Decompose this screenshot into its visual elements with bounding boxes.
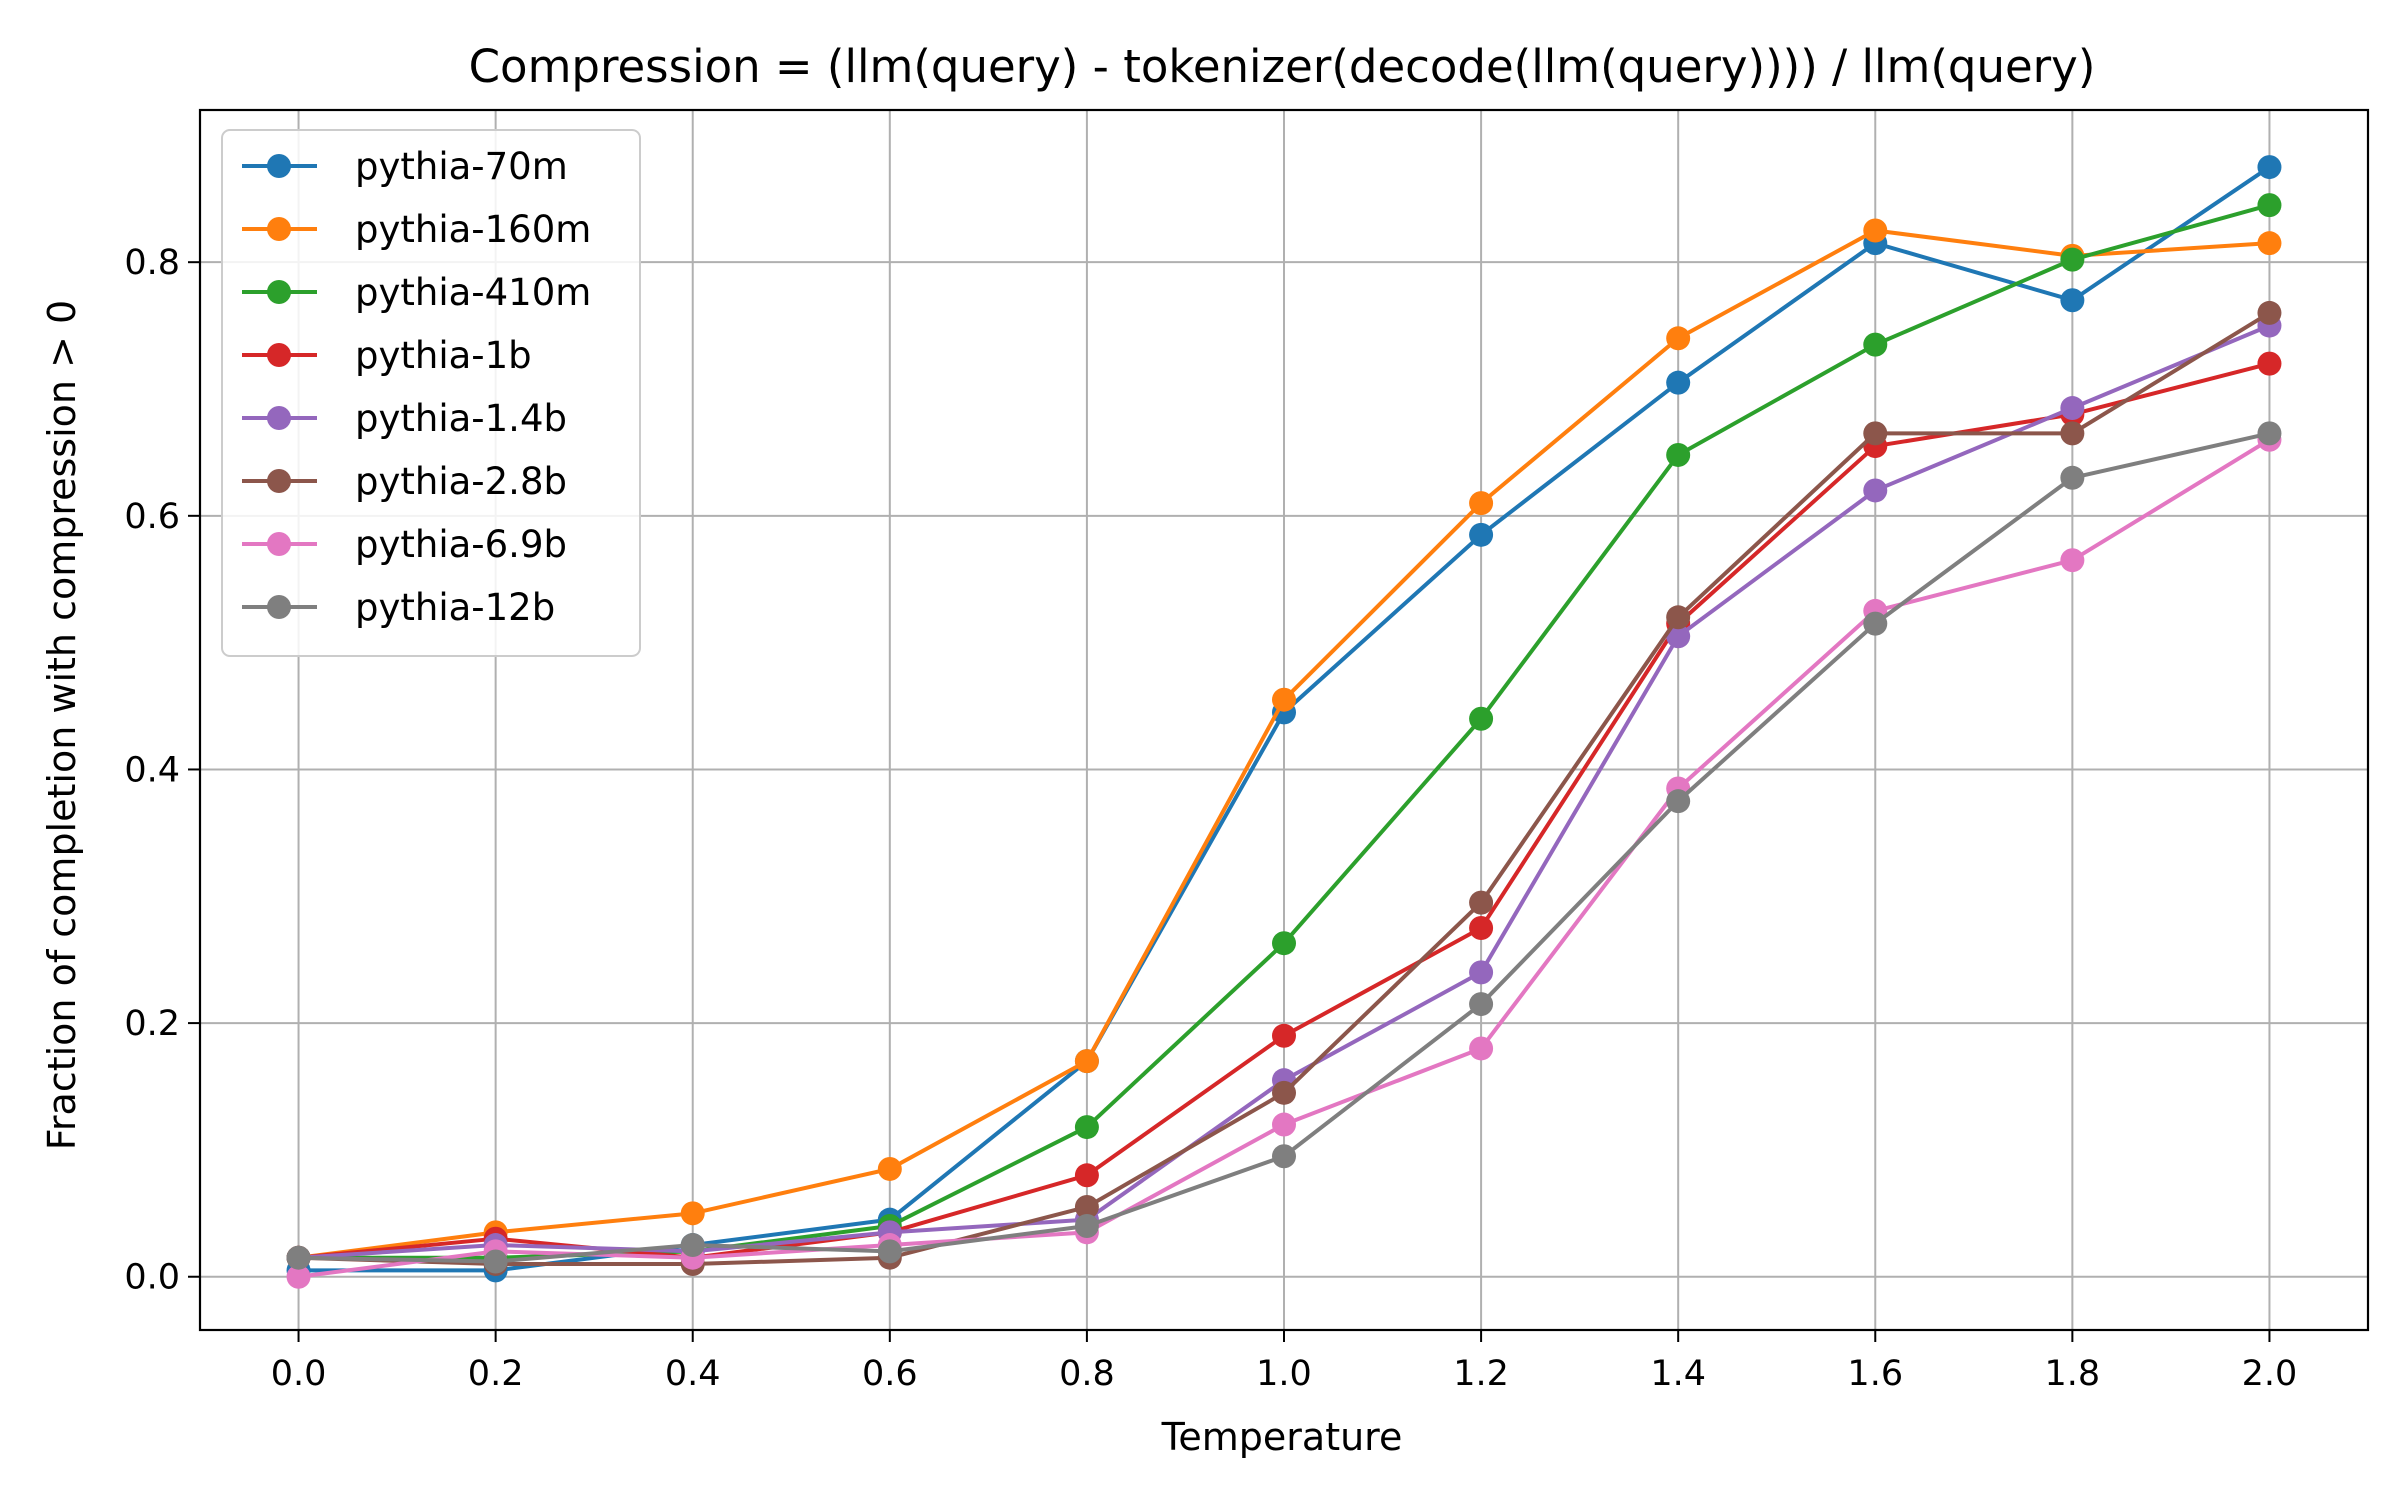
legend-label: pythia-2.8b bbox=[355, 460, 567, 503]
legend-swatch-marker bbox=[267, 217, 291, 241]
x-tick-label: 0.0 bbox=[271, 1354, 327, 1394]
legend-label: pythia-12b bbox=[355, 586, 555, 629]
data-point bbox=[1469, 1036, 1494, 1061]
legend-swatch-marker bbox=[267, 280, 291, 304]
data-point bbox=[1272, 1144, 1296, 1169]
data-point bbox=[1469, 522, 1494, 547]
legend-item: pythia-160m bbox=[242, 208, 591, 251]
data-point bbox=[1863, 478, 1888, 503]
legend-label: pythia-410m bbox=[355, 271, 591, 314]
y-tick-label: 0.8 bbox=[124, 243, 180, 283]
y-axis-label: Fraction of completion with compression … bbox=[40, 300, 84, 1150]
data-point bbox=[2257, 193, 2282, 218]
data-point bbox=[483, 1249, 508, 1274]
data-point bbox=[1272, 931, 1296, 956]
x-tick-label: 1.4 bbox=[1650, 1354, 1706, 1394]
legend-swatch-marker bbox=[267, 595, 291, 619]
data-point bbox=[1272, 1023, 1296, 1048]
data-point bbox=[1863, 332, 1888, 357]
data-point bbox=[2060, 396, 2085, 421]
legend-label: pythia-160m bbox=[355, 208, 591, 251]
data-point bbox=[1074, 1115, 1099, 1140]
data-point bbox=[2257, 231, 2282, 256]
data-point bbox=[1863, 421, 1888, 446]
x-axis-label: Temperature bbox=[1161, 1415, 1403, 1459]
data-point bbox=[1666, 624, 1691, 649]
data-point bbox=[286, 1264, 311, 1289]
data-point bbox=[1666, 789, 1691, 814]
x-tick-label: 1.0 bbox=[1256, 1354, 1312, 1394]
data-point bbox=[1272, 1112, 1296, 1137]
legend-label: pythia-6.9b bbox=[355, 523, 567, 566]
y-tick-label: 0.6 bbox=[124, 497, 180, 537]
legend-box bbox=[221, 129, 641, 657]
data-point bbox=[877, 1239, 902, 1264]
legend-label: pythia-70m bbox=[355, 145, 568, 188]
data-point bbox=[1469, 915, 1494, 940]
y-tick-label: 0.2 bbox=[124, 1004, 180, 1044]
data-point bbox=[2060, 421, 2085, 446]
data-point bbox=[1666, 326, 1691, 351]
data-point bbox=[1863, 218, 1888, 243]
data-point bbox=[680, 1201, 705, 1226]
axis-ticks: 0.0 0.2 0.4 0.6 0.8 1.0 1.2 1.4 1.6 1.8 2.0 0.0 0.2 0… bbox=[124, 243, 2297, 1394]
legend-swatch-marker bbox=[267, 154, 291, 178]
data-point bbox=[2060, 465, 2085, 490]
data-point bbox=[1863, 611, 1888, 636]
legend-item: pythia-410m bbox=[242, 271, 591, 314]
data-point bbox=[1469, 890, 1494, 915]
x-tick-label: 0.2 bbox=[468, 1354, 524, 1394]
x-tick-label: 2.0 bbox=[2242, 1354, 2298, 1394]
data-point bbox=[286, 1245, 311, 1270]
data-point bbox=[680, 1233, 705, 1258]
data-point bbox=[1272, 1080, 1296, 1105]
y-tick-label: 0.0 bbox=[124, 1258, 180, 1298]
data-point bbox=[1469, 992, 1494, 1017]
legend-swatch-marker bbox=[267, 469, 291, 493]
x-tick-label: 1.8 bbox=[2045, 1354, 2101, 1394]
legend-item: pythia-1.4b bbox=[242, 397, 567, 440]
data-point bbox=[1666, 605, 1691, 630]
data-point bbox=[1074, 1163, 1099, 1188]
data-point bbox=[2060, 288, 2085, 313]
x-tick-label: 0.8 bbox=[1059, 1354, 1115, 1394]
legend-label: pythia-1b bbox=[355, 334, 532, 377]
series-pythia-12b bbox=[286, 421, 2282, 1274]
data-point bbox=[2257, 351, 2282, 376]
legend-item: pythia-6.9b bbox=[242, 523, 567, 566]
legend-item: pythia-1b bbox=[242, 334, 532, 377]
data-point bbox=[877, 1156, 902, 1181]
chart-title: Compression = (llm(query) - tokenizer(de… bbox=[469, 40, 2096, 93]
data-point bbox=[2060, 247, 2085, 272]
data-point bbox=[1469, 491, 1494, 516]
legend-swatch-marker bbox=[267, 406, 291, 430]
y-tick-label: 0.4 bbox=[124, 750, 180, 790]
data-point bbox=[1074, 1049, 1099, 1074]
legend-item: pythia-2.8b bbox=[242, 460, 567, 503]
data-point bbox=[2257, 300, 2282, 325]
data-point bbox=[2060, 548, 2085, 573]
data-point bbox=[1469, 960, 1494, 985]
x-tick-label: 1.6 bbox=[1847, 1354, 1903, 1394]
data-point bbox=[1666, 370, 1691, 395]
data-point bbox=[2257, 421, 2282, 446]
data-point bbox=[1469, 706, 1494, 731]
legend: pythia-70m pythia-160m pythia-410m pythia-1… bbox=[221, 129, 641, 657]
legend-item: pythia-12b bbox=[242, 586, 555, 629]
legend-label: pythia-1.4b bbox=[355, 397, 567, 440]
series-group bbox=[286, 155, 2282, 1289]
data-point bbox=[1074, 1194, 1099, 1219]
legend-swatch-marker bbox=[267, 532, 291, 556]
x-tick-label: 0.6 bbox=[862, 1354, 918, 1394]
data-point bbox=[1272, 687, 1296, 712]
data-point bbox=[1074, 1214, 1099, 1239]
data-point bbox=[2257, 155, 2282, 180]
x-tick-label: 0.4 bbox=[665, 1354, 721, 1394]
legend-swatch-marker bbox=[267, 343, 291, 367]
x-tick-label: 1.2 bbox=[1453, 1354, 1509, 1394]
data-point bbox=[1666, 442, 1691, 467]
legend-item: pythia-70m bbox=[242, 145, 568, 188]
